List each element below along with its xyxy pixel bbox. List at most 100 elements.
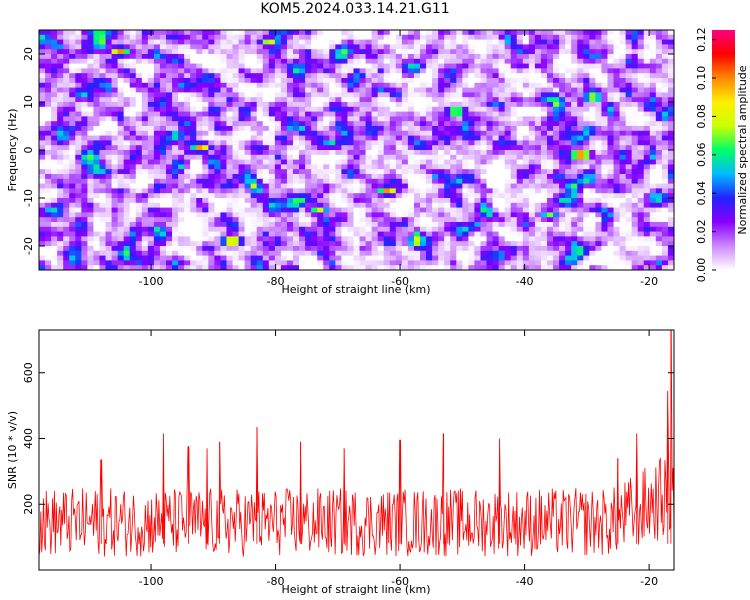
heatmap-cell: [323, 102, 330, 108]
heatmap-cell: [75, 207, 82, 213]
heatmap-cell: [105, 183, 113, 189]
heatmap-cell: [365, 222, 373, 228]
heatmap-cell: [643, 159, 651, 165]
heatmap-cell: [45, 174, 52, 180]
heatmap-cell: [166, 188, 173, 194]
heatmap-cell: [39, 178, 46, 185]
heatmap-cell: [371, 202, 379, 209]
heatmap-cell: [601, 49, 609, 55]
heatmap-cell: [601, 54, 609, 60]
heatmap-cell: [63, 226, 70, 233]
heatmap-cell: [105, 236, 113, 242]
heatmap-cell: [534, 30, 542, 36]
heatmap-cell: [274, 222, 282, 228]
heatmap-cell: [105, 193, 113, 199]
heatmap-cell: [280, 102, 288, 108]
heatmap-cell: [286, 217, 294, 223]
heatmap-cell: [329, 102, 336, 108]
heatmap-cell: [105, 250, 113, 257]
heatmap-cell: [317, 34, 324, 41]
heatmap-cell: [208, 82, 215, 89]
heatmap-cell: [432, 82, 439, 89]
heatmap-cell: [166, 198, 173, 204]
heatmap-cell: [311, 130, 318, 137]
heatmap-cell: [607, 188, 615, 194]
heatmap-cell: [347, 63, 355, 69]
heatmap-cell: [39, 73, 46, 79]
heatmap-cell: [413, 49, 421, 55]
heatmap-cell: [516, 111, 524, 117]
heatmap-cell: [57, 121, 64, 127]
heatmap-cell: [462, 102, 469, 108]
heatmap-cell: [377, 97, 385, 103]
heatmap-cell: [51, 135, 58, 141]
heatmap-cell: [438, 30, 445, 36]
heatmap-cell: [547, 78, 554, 84]
heatmap-cell: [625, 44, 633, 50]
heatmap-cell: [510, 164, 518, 170]
heatmap-cell: [347, 58, 355, 65]
heatmap-cell: [244, 174, 252, 180]
heatmap-cell: [232, 73, 240, 79]
heatmap-cell: [232, 183, 240, 189]
heatmap-cell: [75, 150, 82, 156]
heatmap-cell: [450, 174, 457, 180]
heatmap-cell: [141, 54, 149, 60]
heatmap-cell: [202, 250, 209, 257]
heatmap-cell: [649, 82, 657, 89]
heatmap-cell: [601, 150, 609, 156]
heatmap-cell: [643, 217, 651, 223]
heatmap-cell: [498, 92, 506, 98]
heatmap-cell: [202, 236, 209, 242]
heatmap-cell: [516, 97, 524, 103]
heatmap-cell: [238, 116, 246, 122]
heatmap-cell: [407, 63, 415, 69]
heatmap-cell: [637, 49, 645, 55]
heatmap-cell: [401, 217, 409, 223]
heatmap-cell: [190, 130, 197, 137]
heatmap-cell: [123, 226, 131, 233]
heatmap-cell: [601, 30, 609, 36]
heatmap-cell: [81, 39, 88, 45]
heatmap-cell: [426, 164, 433, 170]
heatmap-cell: [637, 188, 645, 194]
heatmap-cell: [571, 135, 578, 141]
heatmap-cell: [510, 121, 518, 127]
heatmap-cell: [135, 212, 143, 218]
heatmap-cell: [377, 202, 385, 209]
heatmap-cell: [456, 212, 463, 218]
heatmap-cell: [359, 145, 367, 151]
heatmap-cell: [534, 63, 542, 69]
heatmap-cell: [341, 159, 349, 165]
heatmap-cell: [655, 150, 663, 156]
heatmap-cell: [214, 135, 222, 141]
heatmap-cell: [450, 102, 457, 108]
heatmap-cell: [293, 121, 300, 127]
heatmap-cell: [577, 73, 584, 79]
heatmap-cell: [123, 44, 131, 50]
heatmap-cell: [607, 82, 615, 89]
heatmap-cell: [510, 145, 518, 151]
heatmap-cell: [498, 111, 506, 117]
heatmap-cell: [323, 150, 330, 156]
heatmap-cell: [111, 58, 119, 65]
heatmap-cell: [178, 44, 185, 50]
heatmap-cell: [39, 164, 46, 170]
heatmap-cell: [625, 164, 633, 170]
heatmap-cell: [667, 212, 674, 218]
heatmap-cell: [643, 246, 651, 252]
heatmap-cell: [147, 78, 155, 84]
heatmap-cell: [202, 159, 209, 165]
heatmap-cell: [468, 135, 476, 141]
heatmap-cell: [172, 130, 179, 137]
heatmap-cell: [649, 193, 657, 199]
heatmap-cell: [87, 236, 95, 242]
heatmap-cell: [661, 150, 669, 156]
heatmap-cell: [208, 246, 215, 252]
heatmap-cell: [299, 212, 306, 218]
heatmap-cell: [601, 178, 609, 185]
heatmap-cell: [371, 188, 379, 194]
heatmap-cell: [559, 207, 566, 213]
heatmap-cell: [480, 82, 488, 89]
heatmap-cell: [226, 255, 234, 261]
